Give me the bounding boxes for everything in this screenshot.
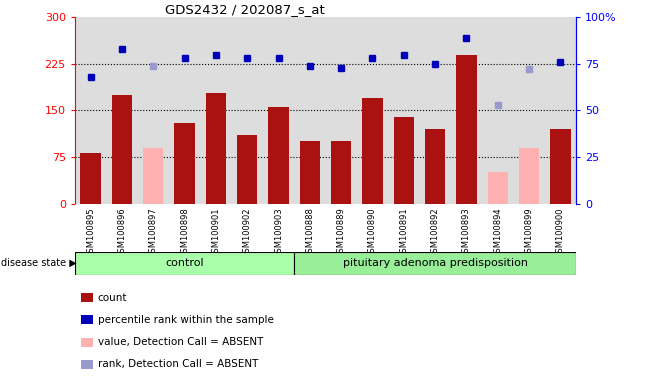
Text: GSM100895: GSM100895	[86, 207, 95, 258]
Text: GDS2432 / 202087_s_at: GDS2432 / 202087_s_at	[165, 3, 325, 16]
Text: GSM100899: GSM100899	[525, 207, 534, 258]
Text: value, Detection Call = ABSENT: value, Detection Call = ABSENT	[98, 337, 263, 347]
Bar	[80, 152, 101, 204]
Bar	[425, 129, 445, 204]
Bar	[488, 172, 508, 204]
Bar	[75, 252, 294, 275]
Bar	[294, 252, 576, 275]
Bar	[331, 141, 352, 204]
Text: GSM100891: GSM100891	[399, 207, 408, 258]
Text: GSM100896: GSM100896	[117, 207, 126, 258]
Bar	[394, 117, 414, 204]
Bar	[363, 98, 383, 204]
Bar	[112, 95, 132, 204]
Text: pituitary adenoma predisposition: pituitary adenoma predisposition	[342, 258, 528, 268]
Bar	[519, 148, 539, 204]
Text: percentile rank within the sample: percentile rank within the sample	[98, 315, 273, 325]
Text: count: count	[98, 293, 127, 303]
Bar	[550, 129, 571, 204]
Bar	[299, 141, 320, 204]
Text: GSM100890: GSM100890	[368, 207, 377, 258]
Bar	[206, 93, 226, 204]
Text: GSM100900: GSM100900	[556, 207, 565, 258]
Text: GSM100888: GSM100888	[305, 207, 314, 258]
Bar	[456, 55, 477, 204]
Text: GSM100894: GSM100894	[493, 207, 503, 258]
Text: disease state ▶: disease state ▶	[1, 258, 76, 268]
Bar	[268, 107, 288, 204]
Text: rank, Detection Call = ABSENT: rank, Detection Call = ABSENT	[98, 359, 258, 369]
Text: control: control	[165, 258, 204, 268]
Bar	[237, 135, 257, 204]
Text: GSM100903: GSM100903	[274, 207, 283, 258]
Text: GSM100898: GSM100898	[180, 207, 189, 258]
Bar	[143, 148, 163, 204]
Text: GSM100897: GSM100897	[148, 207, 158, 258]
Text: GSM100901: GSM100901	[212, 207, 220, 258]
Text: GSM100889: GSM100889	[337, 207, 346, 258]
Text: GSM100892: GSM100892	[431, 207, 439, 258]
Bar	[174, 123, 195, 204]
Text: GSM100893: GSM100893	[462, 207, 471, 258]
Text: GSM100902: GSM100902	[243, 207, 252, 258]
